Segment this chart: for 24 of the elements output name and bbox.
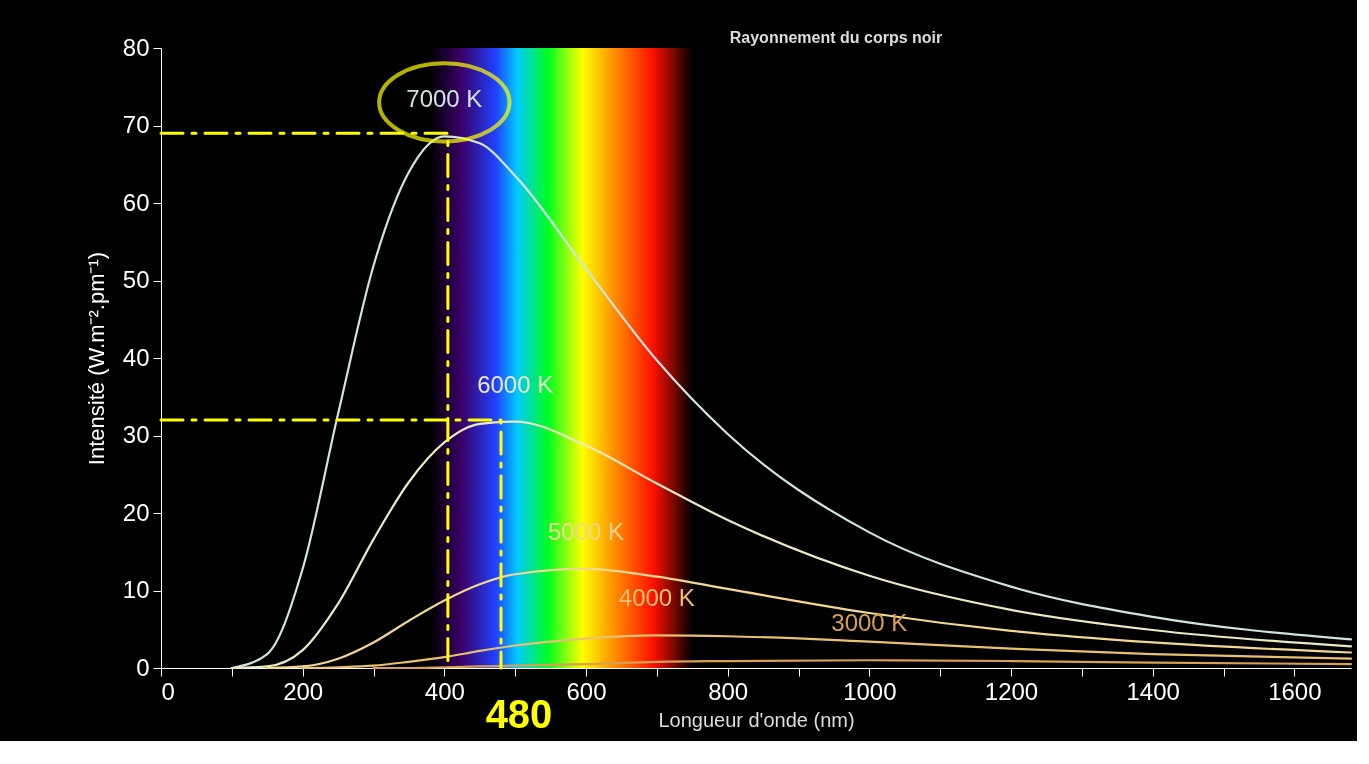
y-tick-label: 60 [122, 188, 150, 216]
x-tick-label: 400 [424, 677, 465, 705]
x-tick-label: 1600 [1268, 677, 1322, 705]
annotation: 480 [485, 692, 553, 736]
x-tick-label: 1000 [843, 677, 897, 705]
chart-title: Rayonnement du corps noir [729, 29, 943, 46]
series-label: 7000 K [406, 85, 483, 113]
x-axis-title: Longueur d'onde (nm) [658, 708, 855, 731]
y-tick-label: 20 [122, 498, 150, 526]
x-tick-label: 600 [566, 677, 607, 705]
x-tick-label: 0 [161, 677, 175, 705]
y-tick-label: 30 [122, 421, 150, 448]
x-tick-label: 800 [708, 677, 749, 705]
y-tick-label: 80 [122, 33, 150, 61]
y-tick-label: 10 [122, 576, 150, 603]
x-tick-label: 200 [283, 677, 324, 705]
y-tick-label: 50 [122, 266, 150, 293]
y-tick-label: 40 [122, 343, 150, 371]
x-tick-label: 1200 [984, 677, 1039, 705]
series-label: 6000 K [477, 370, 554, 398]
x-tick-label: 1400 [1126, 677, 1180, 705]
y-tick-label: 70 [122, 111, 150, 138]
y-tick-label: 0 [136, 653, 150, 681]
y-axis-title: Intensité (W.m⁻².pm⁻¹) [83, 251, 109, 466]
